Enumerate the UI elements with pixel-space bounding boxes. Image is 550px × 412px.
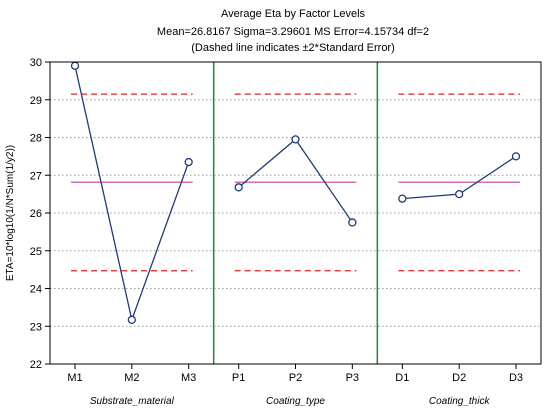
- factor-label: Substrate_material: [90, 396, 175, 407]
- factor-label: Coating_type: [266, 396, 325, 407]
- y-tick-label: 28: [30, 133, 42, 145]
- y-tick-label: 24: [30, 284, 42, 296]
- y-tick-label: 23: [30, 321, 42, 333]
- x-tick-label: D2: [452, 372, 466, 384]
- x-tick-label: M1: [67, 372, 82, 384]
- x-tick-label: P1: [232, 372, 245, 384]
- data-point: [291, 135, 300, 144]
- factor-label: Coating_thick: [429, 396, 491, 407]
- y-axis-label: ETA=10*log10(1/N*Sum(1/y2)): [5, 145, 16, 281]
- plot-border: [49, 61, 542, 365]
- chart-note: (Dashed line indicates ±2*Standard Error…: [191, 42, 395, 54]
- x-tick-label: M2: [124, 372, 139, 384]
- y-tick-label: 27: [30, 170, 42, 182]
- data-point: [398, 194, 407, 203]
- data-point: [234, 183, 243, 192]
- data-point: [184, 157, 193, 167]
- y-tick-label: 26: [30, 208, 42, 220]
- data-point: [70, 61, 80, 70]
- data-point: [348, 218, 357, 227]
- chart-title: Average Eta by Factor Levels: [221, 8, 366, 20]
- y-tick-label: 30: [30, 57, 42, 69]
- x-tick-label: P2: [289, 372, 302, 384]
- x-tick-label: D3: [509, 372, 523, 384]
- data-point: [511, 152, 521, 161]
- x-tick-label: M3: [181, 372, 196, 384]
- x-tick-label: D1: [395, 372, 409, 384]
- y-tick-label: 29: [30, 95, 42, 107]
- x-tick-label: P3: [346, 372, 359, 384]
- y-tick-label: 22: [30, 359, 42, 371]
- chart-subtitle: Mean=26.8167 Sigma=3.29601 MS Error=4.15…: [157, 26, 429, 38]
- data-point: [127, 315, 136, 324]
- data-point: [455, 189, 464, 199]
- y-tick-label: 25: [30, 246, 42, 258]
- plot-area: 22 23 24 25 26 27 28 29 30 M1 M2 M3 Substrate_materi…: [30, 57, 542, 407]
